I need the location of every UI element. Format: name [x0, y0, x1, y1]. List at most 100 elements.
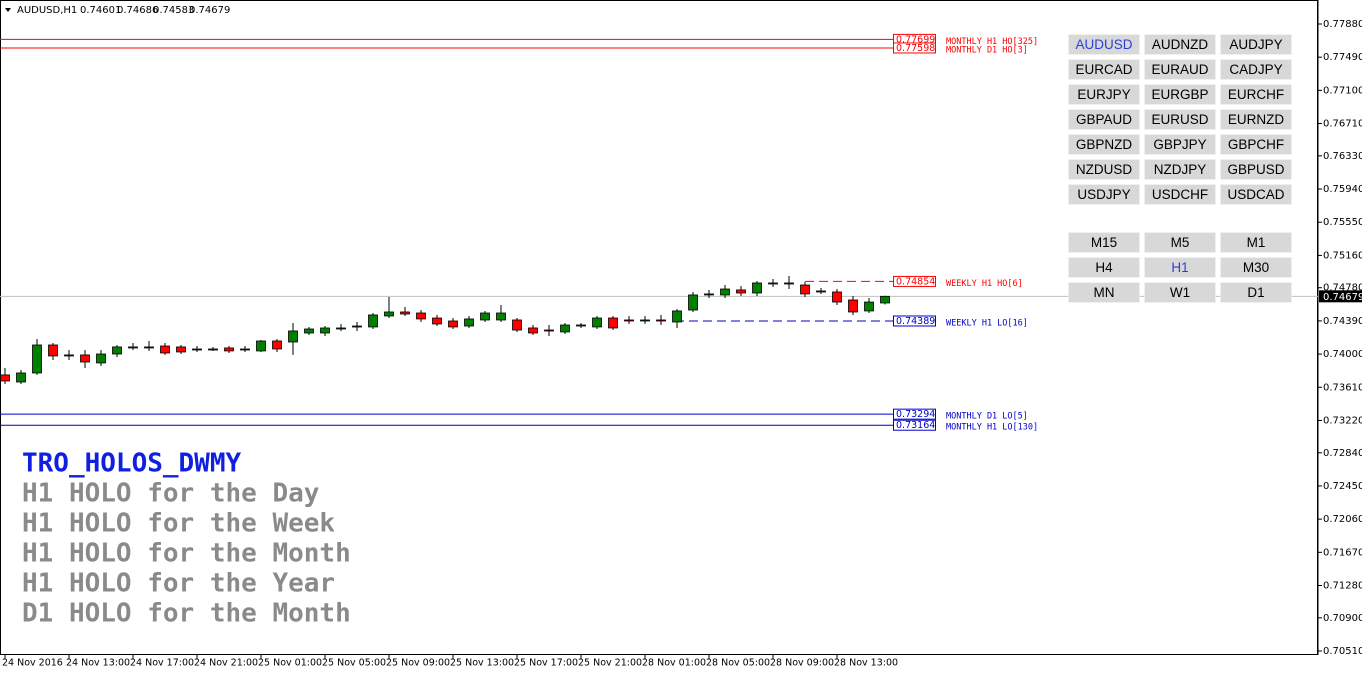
- candle-body: [224, 347, 234, 352]
- button[interactable]: D1: [1220, 282, 1292, 303]
- candle-body: [864, 301, 874, 312]
- button[interactable]: NZDUSD: [1068, 159, 1140, 180]
- button[interactable]: M5: [1144, 232, 1216, 253]
- candle-body: [368, 314, 378, 328]
- button[interactable]: M1: [1220, 232, 1292, 253]
- button[interactable]: EURCHF: [1220, 84, 1292, 105]
- y-tick-label: 0.72450: [1323, 481, 1362, 492]
- button[interactable]: AUDUSD: [1068, 34, 1140, 55]
- x-tick-label: 24 Nov 2016: [2, 658, 63, 669]
- y-tick-label: 0.70510: [1323, 646, 1362, 657]
- level-price: 0.74389: [896, 316, 935, 327]
- candle-body: [32, 344, 42, 374]
- button[interactable]: H4: [1068, 257, 1140, 278]
- button[interactable]: H1: [1144, 257, 1216, 278]
- candle-body: [160, 345, 170, 354]
- button[interactable]: EURJPY: [1068, 84, 1140, 105]
- level-price-box: [893, 275, 936, 287]
- button[interactable]: EURGBP: [1144, 84, 1216, 105]
- candle-body: [512, 319, 522, 331]
- level-name: WEEKLY H1 HO[6]: [946, 279, 1023, 289]
- button[interactable]: M15: [1068, 232, 1140, 253]
- candle-body: [240, 348, 250, 351]
- candle-body: [832, 291, 842, 303]
- panel-line: D1 HOLO for the Month: [22, 599, 351, 629]
- candle-body: [656, 319, 666, 322]
- level-price: 0.73294: [896, 409, 935, 420]
- level-name: MONTHLY H1 HO[325]: [946, 37, 1038, 47]
- y-tick-label: 0.73220: [1323, 415, 1362, 426]
- candle-body: [112, 346, 122, 355]
- candle-body: [528, 327, 538, 334]
- y-tick-label: 0.72840: [1323, 448, 1362, 459]
- button[interactable]: GBPAUD: [1068, 109, 1140, 130]
- x-tick-label: 25 Nov 01:00: [258, 658, 322, 669]
- level-price: 0.77598: [896, 43, 935, 54]
- button[interactable]: USDCAD: [1220, 184, 1292, 205]
- x-tick-label: 24 Nov 17:00: [130, 658, 194, 669]
- candle-body: [784, 282, 794, 285]
- menu-arrow[interactable]: [5, 8, 11, 12]
- candle-body: [640, 319, 650, 322]
- button[interactable]: MN: [1068, 282, 1140, 303]
- candle-body: [496, 312, 506, 321]
- y-tick-label: 0.71670: [1323, 547, 1362, 558]
- y-tick-label: 0.77100: [1323, 85, 1362, 96]
- button[interactable]: GBPUSD: [1220, 159, 1292, 180]
- candle-body: [384, 311, 394, 317]
- y-tick-label: 0.77490: [1323, 52, 1362, 63]
- level-name: WEEKLY H1 LO[16]: [946, 318, 1028, 328]
- candle-body: [128, 346, 138, 349]
- panel-line: H1 HOLO for the Day: [22, 479, 319, 509]
- level-name: MONTHLY H1 LO[130]: [946, 423, 1038, 433]
- y-tick-label: 0.75940: [1323, 184, 1362, 195]
- y-tick-label: 0.76710: [1323, 119, 1362, 130]
- panel-line: H1 HOLO for the Year: [22, 569, 335, 599]
- candle-body: [480, 312, 490, 321]
- candle-body: [48, 344, 58, 357]
- candle-body: [416, 312, 426, 320]
- button[interactable]: NZDJPY: [1144, 159, 1216, 180]
- button[interactable]: EURNZD: [1220, 109, 1292, 130]
- current-price-label: 0.74679: [1323, 292, 1362, 303]
- button[interactable]: GBPCHF: [1220, 134, 1292, 155]
- button[interactable]: AUDNZD: [1144, 34, 1216, 55]
- candle-body: [304, 328, 314, 334]
- candle-body: [144, 346, 154, 349]
- x-tick-label: 25 Nov 09:00: [386, 658, 450, 669]
- candle-body: [592, 317, 602, 328]
- y-tick-label: 0.71280: [1323, 580, 1362, 591]
- y-tick-label: 0.72060: [1323, 514, 1362, 525]
- button[interactable]: EURAUD: [1144, 59, 1216, 80]
- candle-body: [688, 294, 698, 311]
- button[interactable]: GBPNZD: [1068, 134, 1140, 155]
- button[interactable]: CADJPY: [1220, 59, 1292, 80]
- button[interactable]: GBPJPY: [1144, 134, 1216, 155]
- button[interactable]: EURUSD: [1144, 109, 1216, 130]
- level-price-box: [893, 408, 936, 420]
- candle-body: [560, 324, 570, 333]
- panel-line: H1 HOLO for the Week: [22, 509, 335, 539]
- x-tick-label: 25 Nov 05:00: [322, 658, 386, 669]
- button[interactable]: AUDJPY: [1220, 34, 1292, 55]
- button[interactable]: W1: [1144, 282, 1216, 303]
- level-name: MONTHLY D1 HO[3]: [946, 45, 1028, 55]
- candle-body: [0, 374, 10, 382]
- candle-body: [80, 354, 90, 363]
- y-tick-label: 0.74390: [1323, 316, 1362, 327]
- button[interactable]: EURCAD: [1068, 59, 1140, 80]
- x-tick-label: 25 Nov 21:00: [578, 658, 642, 669]
- y-tick-label: 0.75160: [1323, 250, 1362, 261]
- candle-body: [256, 340, 266, 352]
- button[interactable]: USDJPY: [1068, 184, 1140, 205]
- y-tick-label: 0.76330: [1323, 151, 1362, 162]
- button[interactable]: M30: [1220, 257, 1292, 278]
- candle-body: [208, 348, 218, 351]
- level-price: 0.74854: [896, 276, 935, 287]
- candle-body: [16, 372, 26, 383]
- x-tick-label: 25 Nov 17:00: [514, 658, 578, 669]
- candle-body: [800, 284, 810, 295]
- x-tick-label: 28 Nov 01:00: [642, 658, 706, 669]
- button[interactable]: USDCHF: [1144, 184, 1216, 205]
- candle-body: [704, 293, 714, 296]
